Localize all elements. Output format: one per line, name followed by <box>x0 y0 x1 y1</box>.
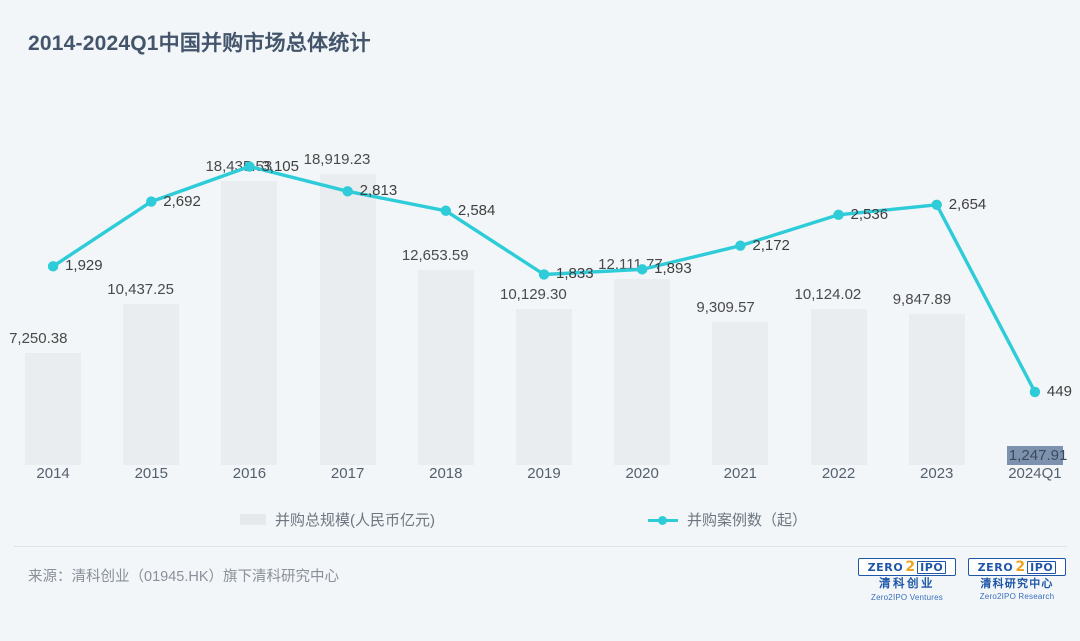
page-title: 2014-2024Q1中国并购市场总体统计 <box>28 32 371 55</box>
logo-wordmark: ZERO 2 IPO <box>858 558 956 576</box>
line-point-2020[interactable] <box>636 264 648 275</box>
bar-value-label-2021: 9,309.57 <box>696 298 755 316</box>
line-marker-icon <box>648 514 678 526</box>
line-series <box>47 161 1041 398</box>
bar-2019[interactable] <box>516 309 572 465</box>
bar-2017[interactable] <box>319 173 376 465</box>
logo-zero2ipo-ventures: ZERO 2 IPO 清科创业 Zero2IPO Ventures <box>858 558 956 602</box>
chart-legend: 并购总规模(人民币亿元) 并购案例数（起） <box>0 505 1080 539</box>
logo-wordmark: ZERO 2 IPO <box>968 558 1066 576</box>
logo-cn-name: 清科研究中心 <box>980 578 1054 590</box>
line-value-label-2014: 1,929 <box>65 257 103 275</box>
line-point-2015[interactable] <box>146 196 157 207</box>
x-tick-2024Q1: 2024Q1 <box>1008 465 1062 482</box>
line-value-label-2017: 2,813 <box>359 182 398 200</box>
line-point-2019[interactable] <box>538 269 550 280</box>
footer-divider <box>14 546 1067 547</box>
x-tick-2017: 2017 <box>330 465 365 482</box>
line-value-label-2023: 2,654 <box>948 195 987 213</box>
line-value-label-2016: 3,105 <box>261 157 299 175</box>
bar-2018[interactable] <box>417 270 474 465</box>
legend-label-bar: 并购总规模(人民币亿元) <box>275 512 435 529</box>
bar-swatch-icon <box>240 514 266 525</box>
source-text: 来源：清科创业（01945.HK）旗下清科研究中心 <box>28 569 339 585</box>
logo-two-text: 2 <box>905 559 916 575</box>
line-point-2014[interactable] <box>47 261 59 272</box>
line-value-label-2022: 2,536 <box>850 205 889 223</box>
bar-value-label-2017: 18,919.23 <box>303 150 371 168</box>
line-point-2024Q1[interactable] <box>1029 386 1041 398</box>
logo-zero2ipo-research: ZERO 2 IPO 清科研究中心 Zero2IPO Research <box>968 558 1066 602</box>
x-tick-2018: 2018 <box>429 465 463 482</box>
x-tick-2022: 2022 <box>821 465 856 482</box>
logo-zero-text: ZERO <box>867 560 904 574</box>
legend-item-line[interactable]: 并购案例数（起） <box>648 509 807 530</box>
logo-cn-name: 清科创业 <box>879 578 935 590</box>
logo-en-name: Zero2IPO Ventures <box>871 592 943 602</box>
x-axis: 2014 2015 2016 2017 2018 2019 2020 2021 2022 2023… <box>0 465 1080 495</box>
line-point-2023[interactable] <box>931 199 942 211</box>
logo-en-name: Zero2IPO Research <box>979 592 1055 602</box>
line-point-2021[interactable] <box>735 240 746 251</box>
legend-item-bar[interactable]: 并购总规模(人民币亿元) <box>240 509 435 530</box>
bar-value-label-2023: 9,847.89 <box>892 290 952 308</box>
bar-value-label-2015: 10,437.25 <box>107 281 174 299</box>
bar-value-label-2016: 18,435.53 <box>205 158 273 176</box>
bar-value-label-2014: 7,250.38 <box>9 330 68 348</box>
x-tick-2019: 2019 <box>527 465 561 482</box>
bar-2024Q1[interactable] <box>1006 445 1063 465</box>
legend-label-line: 并购案例数（起） <box>687 512 808 529</box>
line-value-label-2015: 2,692 <box>163 192 201 210</box>
x-tick-2015: 2015 <box>134 465 168 482</box>
bar-2023[interactable] <box>908 313 965 465</box>
logo-two-text: 2 <box>1015 559 1026 575</box>
plot-area: 7,250.38 10,437.25 18,435.53 18,919.23 12,65… <box>0 95 1080 465</box>
line-value-label-2020: 1,893 <box>654 260 692 278</box>
x-tick-2023: 2023 <box>920 465 954 482</box>
bar-2016[interactable] <box>221 181 278 465</box>
line-value-label-2019: 1,833 <box>556 265 594 283</box>
line-value-label-2024Q1: 449 <box>1046 382 1072 400</box>
bar-value-label-2022: 10,124.02 <box>794 286 862 304</box>
logo-ipo-text: IPO <box>917 560 947 574</box>
line-point-2022[interactable] <box>833 209 844 221</box>
bar-2014[interactable] <box>25 353 82 465</box>
bar-value-label-2019: 10,129.30 <box>500 286 567 304</box>
bar-value-label-2018: 12,653.59 <box>401 247 469 265</box>
line-point-2017[interactable] <box>342 186 353 197</box>
line-point-2018[interactable] <box>440 205 452 216</box>
line-point-2016[interactable] <box>244 161 255 172</box>
bar-2020[interactable] <box>614 278 671 465</box>
x-tick-2021: 2021 <box>723 465 758 482</box>
line-value-label-2021: 2,172 <box>752 236 790 254</box>
logo-ipo-text: IPO <box>1027 560 1057 574</box>
x-tick-2016: 2016 <box>232 465 267 482</box>
line-value-label-2018: 2,584 <box>457 201 496 219</box>
x-tick-2014: 2014 <box>36 465 70 482</box>
bar-2022[interactable] <box>810 309 867 465</box>
bar-2015[interactable] <box>123 304 180 465</box>
bar-2021[interactable] <box>712 321 769 465</box>
logo-zero-text: ZERO <box>977 560 1014 574</box>
logo-group: ZERO 2 IPO 清科创业 Zero2IPO Ventures ZERO 2… <box>858 558 1066 602</box>
bar-value-label-2024Q1: 1,247.91 <box>1008 446 1068 464</box>
x-tick-2020: 2020 <box>625 465 659 482</box>
